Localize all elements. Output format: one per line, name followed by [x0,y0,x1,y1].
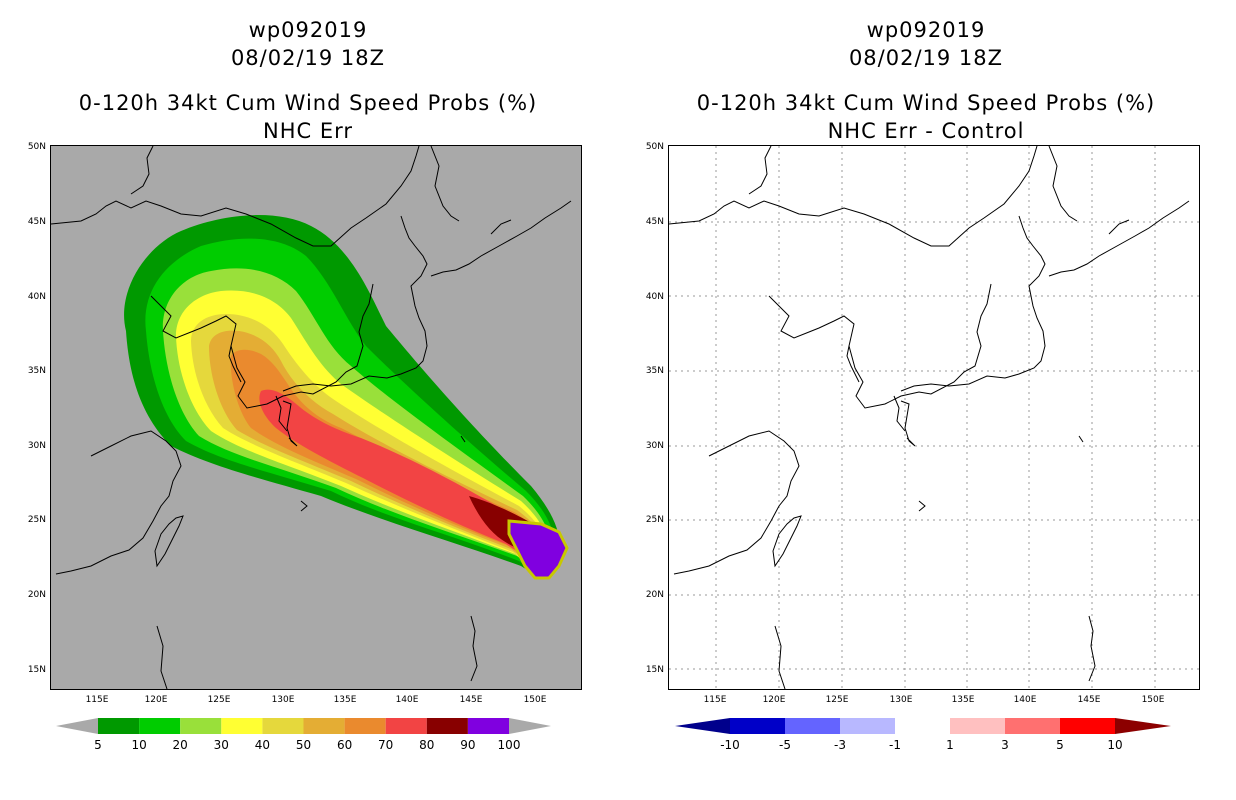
right-lon-label-120E: 120E [762,695,786,705]
left-colorbar-box-7 [385,718,427,734]
right-lon-label-150E: 150E [1141,695,1165,705]
left-lon-label-135E: 135E [333,695,357,705]
right-lat-label-20N: 20N [645,590,664,600]
right-colorbar-box-0 [730,718,785,734]
left-lat-label-30N: 30N [27,441,46,451]
right-colorbar-box-5 [1005,718,1060,734]
left-colorbar-box-8 [426,718,468,734]
right-map-svg [669,146,1199,689]
left-lon-label-115E: 115E [85,695,109,705]
left-colorbar-box-4 [262,718,304,734]
right-colorbar-tick-label: -1 [889,738,901,752]
left-title-storm: wp092019 [248,18,368,42]
right-lat-label-40N: 40N [645,292,664,302]
left-coastlines [51,146,572,689]
left-colorbar-box-3 [221,718,263,734]
left-colorbar-box-2 [180,718,222,734]
left-lon-label-125E: 125E [207,695,231,705]
left-lon-label-120E: 120E [144,695,168,705]
right-lat-label-25N: 25N [645,515,664,525]
right-difference-map [668,145,1200,690]
right-colorbar-tick-label: -3 [834,738,846,752]
left-colorbar-low-arrow [56,718,98,734]
left-colorbar-tick-label: 30 [213,738,229,752]
right-title-subtitle: NHC Err - Control [827,119,1025,143]
left-colorbar-box-9 [467,718,509,734]
left-colorbar-tick-label: 70 [378,738,394,752]
left-title-subtitle: NHC Err [262,119,353,143]
right-colorbar-box-1 [785,718,840,734]
right-lon-label-125E: 125E [825,695,849,705]
left-lon-label-130E: 130E [271,695,295,705]
right-title-storm: wp092019 [866,18,986,42]
left-colorbar-tick-label: 80 [419,738,435,752]
left-colorbar-box-0 [98,718,140,734]
right-lat-label-45N: 45N [645,217,664,227]
right-colorbar-tick-label: 1 [946,738,954,752]
left-colorbar-tick-label: 20 [172,738,188,752]
left-lon-label-140E: 140E [395,695,419,705]
left-lat-label-35N: 35N [27,366,46,376]
right-colorbar-box-3 [895,718,950,734]
left-lat-label-50N: 50N [27,142,46,152]
right-lon-label-115E: 115E [703,695,727,705]
right-title-date: 08/02/19 18Z [848,46,1004,70]
left-colorbar-tick-label: 10 [131,738,147,752]
right-lat-label-30N: 30N [645,441,664,451]
left-lat-label-15N: 15N [27,665,46,675]
right-colorbar-tick-label: 5 [1056,738,1064,752]
right-colorbar-box-6 [1060,718,1115,734]
right-colorbar-tick-label: -5 [779,738,791,752]
left-colorbar-box-5 [303,718,345,734]
right-lon-label-130E: 130E [889,695,913,705]
right-colorbar-low-arrow [675,718,730,734]
right-colorbar-tick-label: 10 [1107,738,1123,752]
right-lat-label-35N: 35N [645,366,664,376]
left-title-product: 0-120h 34kt Cum Wind Speed Probs (%) [78,91,538,115]
left-lon-label-150E: 150E [523,695,547,705]
left-colorbar-tick-label: 40 [254,738,271,752]
prob-contour-90 [507,519,569,580]
left-colorbar-high-arrow [509,718,551,734]
left-probability-map [50,145,582,690]
left-colorbar-box-1 [139,718,181,734]
left-map-svg [51,146,572,689]
left-lat-label-40N: 40N [27,292,46,302]
left-lat-label-25N: 25N [27,515,46,525]
left-colorbar-box-6 [344,718,386,734]
right-lat-label-15N: 15N [645,665,664,675]
prob-contour-70 [259,389,539,554]
right-colorbar [675,718,1171,734]
left-lon-label-145E: 145E [459,695,483,705]
right-lat-label-50N: 50N [645,142,664,152]
right-lon-label-145E: 145E [1077,695,1101,705]
right-colorbar-high-arrow [1115,718,1171,734]
left-colorbar-tick-label: 50 [295,738,312,752]
right-lon-label-135E: 135E [951,695,975,705]
right-colorbar-tick-label: 3 [1001,738,1009,752]
right-gridlines [669,146,1199,689]
left-lat-label-45N: 45N [27,217,46,227]
left-colorbar-tick-label: 100 [497,738,521,752]
left-lat-label-20N: 20N [27,590,46,600]
right-coastlines [669,146,1190,689]
right-colorbar-box-4 [950,718,1005,734]
left-title-date: 08/02/19 18Z [230,46,386,70]
left-colorbar-tick-label: 90 [460,738,476,752]
right-colorbar-tick-label: -10 [720,738,740,752]
right-colorbar-box-2 [840,718,895,734]
left-colorbar [56,718,551,734]
right-title-product: 0-120h 34kt Cum Wind Speed Probs (%) [696,91,1156,115]
left-colorbar-tick-label: 5 [94,738,102,752]
left-colorbar-tick-label: 60 [336,738,353,752]
right-lon-label-140E: 140E [1013,695,1037,705]
